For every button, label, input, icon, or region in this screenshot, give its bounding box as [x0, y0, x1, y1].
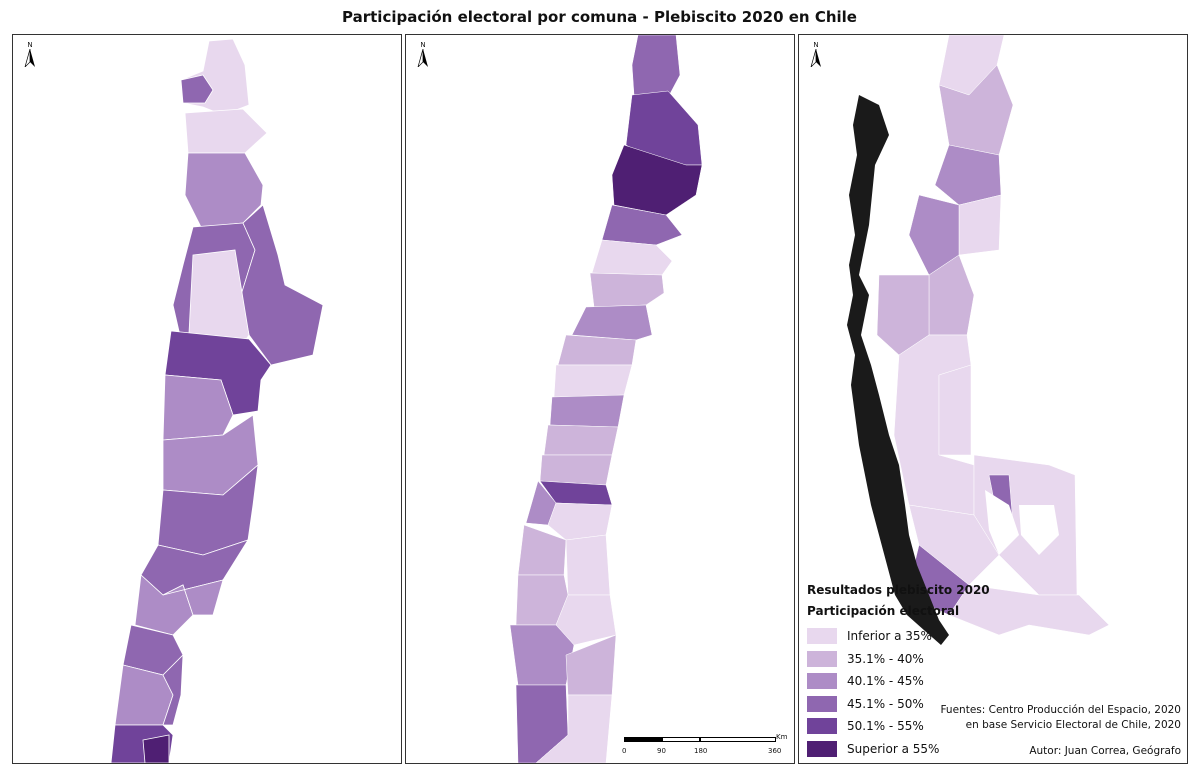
zone-5 — [591, 239, 673, 276]
zone-19 — [555, 594, 617, 646]
zone-s3 — [934, 144, 1002, 206]
scale-unit: Km — [776, 733, 788, 741]
legend-item: 45.1% - 50% — [807, 693, 990, 716]
author-credit: Autor: Juan Correa, Geógrafo — [1029, 745, 1181, 757]
legend-title: Resultados plebiscito 2020 — [807, 583, 990, 597]
legend-swatch — [807, 740, 837, 757]
legend-label: Superior a 55% — [847, 741, 940, 756]
north-arrow: N — [23, 41, 37, 71]
zone-s9 — [938, 364, 972, 456]
scale-tick-180: 180 — [694, 747, 708, 755]
region-iquique — [184, 108, 268, 154]
scale-seg-3 — [700, 737, 776, 742]
zone-20 — [509, 624, 575, 686]
region-pozo — [184, 152, 264, 228]
north-arrow: N — [416, 41, 430, 71]
zone-s4 — [958, 194, 1002, 256]
map-panel-central: N 0 90 180 360 Km — [405, 34, 795, 764]
north-arrow: N — [809, 41, 823, 71]
scale-seg-1 — [624, 737, 662, 742]
region-calama — [240, 204, 324, 366]
zone-15 — [547, 502, 613, 541]
north-arrow-icon — [24, 48, 35, 69]
legend-label: 50.1% - 55% — [847, 719, 924, 734]
scale-tick-0: 0 — [622, 747, 627, 755]
legend-swatch — [807, 650, 837, 667]
region-arica-west — [180, 74, 214, 104]
legend-label: 35.1% - 40% — [847, 651, 924, 666]
legend-label: Inferior a 35% — [847, 629, 932, 644]
central-region-map — [509, 35, 703, 763]
scale-bar: 0 90 180 360 Km — [622, 733, 792, 761]
legend-item: 50.1% - 55% — [807, 715, 990, 738]
sources-line-2: en base Servicio Electoral de Chile, 202… — [965, 719, 1181, 731]
scale-seg-2 — [662, 737, 700, 742]
region-maria-elena — [188, 249, 250, 342]
legend-swatch — [807, 673, 837, 690]
map-title: Participación electoral por comuna - Ple… — [342, 8, 857, 26]
legend-label: 45.1% - 50% — [847, 696, 924, 711]
sources-note: Fuentes: Centro Producción del Espacio, … — [940, 703, 1181, 733]
zone-s14 — [948, 584, 1110, 636]
legend-swatch — [807, 718, 837, 735]
zone-8 — [557, 334, 637, 366]
zone-6 — [589, 272, 665, 308]
legend-item: 35.1% - 40% — [807, 648, 990, 671]
sources-line-1: Fuentes: Centro Producción del Espacio, … — [940, 704, 1181, 716]
coastal-islands — [847, 95, 949, 645]
legend-swatch — [807, 695, 837, 712]
north-region-map — [110, 38, 324, 763]
legend-label: 40.1% - 45% — [847, 674, 924, 689]
legend-item: Superior a 55% — [807, 738, 990, 761]
zone-17 — [565, 534, 611, 596]
zone-12 — [539, 454, 613, 486]
map-legend: Resultados plebiscito 2020 Participación… — [807, 583, 990, 760]
zone-4 — [601, 204, 683, 246]
scale-tick-90: 90 — [657, 747, 666, 755]
legend-subtitle: Participación electoral — [807, 604, 960, 618]
legend-item: 40.1% - 45% — [807, 670, 990, 693]
region-vicuna — [162, 579, 224, 616]
region-illapel — [162, 653, 184, 726]
zone-10 — [549, 394, 625, 428]
map-panel-north: N — [12, 34, 402, 764]
zone-7 — [571, 304, 653, 341]
legend-item: Inferior a 35% — [807, 625, 990, 648]
zone-9 — [553, 364, 633, 398]
legend-items: Inferior a 35% 35.1% - 40% 40.1% - 45% 45.1… — [807, 625, 990, 760]
legend-swatch — [807, 628, 837, 645]
north-arrow-icon — [417, 48, 428, 69]
zone-3 — [611, 144, 703, 216]
zone-23 — [535, 694, 613, 763]
region-petorca — [142, 734, 170, 763]
north-arrow-icon — [810, 48, 821, 69]
scale-tick-360: 360 — [768, 747, 782, 755]
south-region-map — [847, 35, 1110, 645]
zone-s12 — [908, 504, 1000, 586]
zone-11 — [543, 424, 619, 456]
map-panel-south: N Resultados plebiscito 2020 Participaci… — [798, 34, 1188, 764]
region-taltal — [162, 374, 234, 441]
region-arica — [180, 38, 250, 116]
